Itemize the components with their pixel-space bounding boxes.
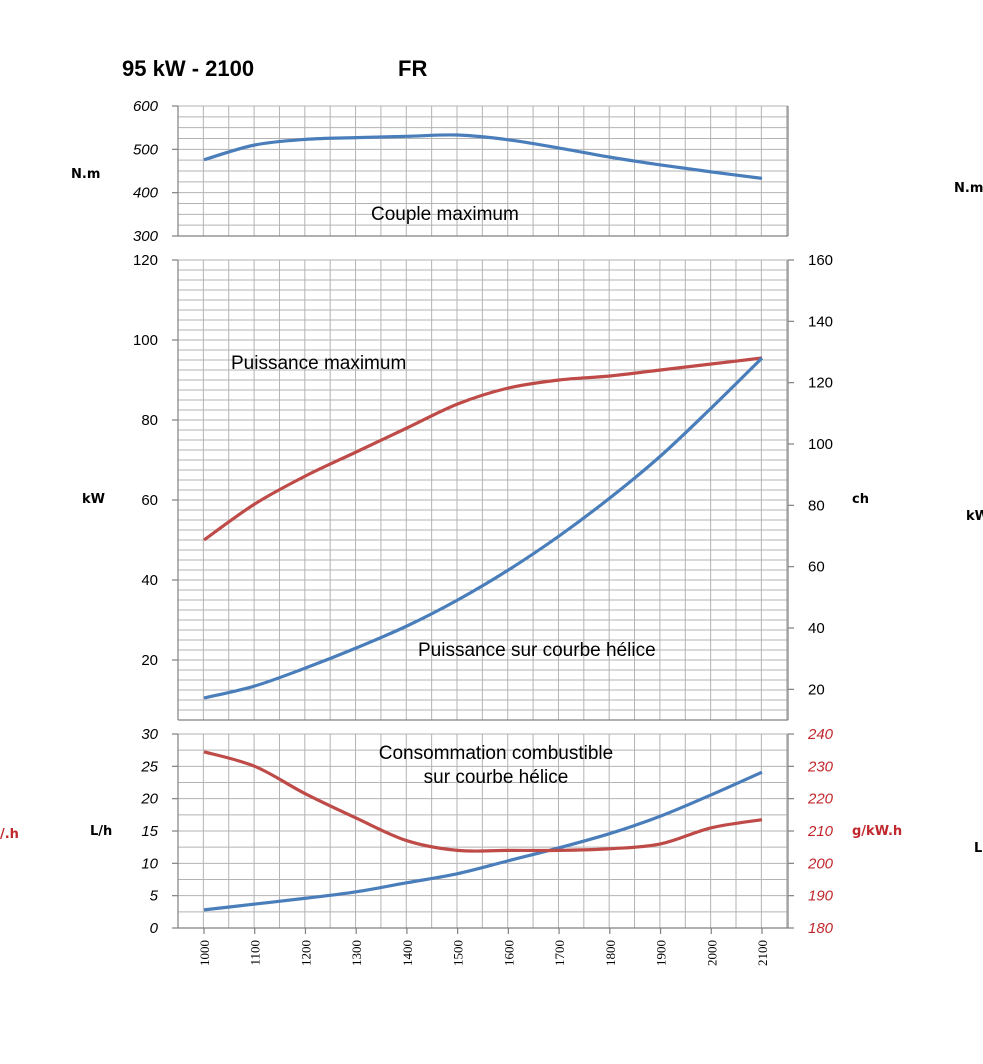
power-ylabel: kW: [82, 492, 105, 507]
power-y-tick-label: 20: [141, 652, 158, 669]
power-y2-tick-label: 100: [808, 436, 833, 453]
torque-ylabel: N.m: [71, 167, 100, 182]
consumption-y2label: g/kW.h: [852, 824, 902, 839]
torque-y-tick-label: 400: [133, 185, 159, 202]
power-y-tick-label: 40: [141, 572, 158, 589]
side-label-right-kw: kW: [966, 509, 983, 524]
power-max-annotation: Puissance maximum: [231, 353, 406, 374]
consumption-y2-tick-label: 240: [807, 726, 834, 743]
x-tick-label: 1300: [349, 940, 364, 966]
x-tick-label: 1000: [197, 940, 212, 966]
consumption-y-tick-label: 5: [150, 888, 159, 905]
consumption-y-tick-label: 30: [141, 726, 158, 743]
torque-line: [203, 133, 763, 180]
consumption-y-tick-label: 20: [140, 791, 158, 808]
power-y2label: ch: [852, 492, 869, 507]
consumption-y2-tick-label: 230: [807, 758, 834, 775]
x-tick-label: 1900: [654, 940, 669, 966]
torque-y-tick-label: 300: [133, 228, 159, 245]
power-y2-tick-label: 40: [808, 620, 825, 637]
power-y2-tick-label: 60: [808, 559, 825, 576]
side-label-right-nm: N.m: [954, 181, 983, 196]
series-layer: [203, 133, 764, 912]
power-propeller-annotation: Puissance sur courbe hélice: [418, 640, 656, 661]
consumption-lh-line: [203, 770, 763, 912]
consumption-y-tick-label: 25: [140, 758, 158, 775]
x-tick-label: 1100: [248, 940, 263, 966]
header-lang: FR: [398, 56, 427, 81]
header-power: 95 kW - 2100: [122, 56, 254, 81]
power-y2-tick-label: 160: [808, 252, 833, 269]
power-y-tick-label: 120: [133, 252, 158, 269]
consumption-y-tick-label: 15: [141, 823, 158, 840]
power-y2-tick-label: 140: [808, 313, 833, 330]
consumption-gkwh-line: [203, 750, 763, 853]
consumption-y-tick-label: 0: [150, 920, 159, 937]
power-y2-tick-label: 80: [808, 497, 825, 514]
consumption-y2-tick-label: 190: [808, 888, 834, 905]
power-y-tick-label: 100: [133, 332, 158, 349]
power-y-tick-label: 60: [141, 492, 158, 509]
consumption-annotation-line2: sur courbe hélice: [424, 767, 569, 788]
x-tick-label: 1200: [298, 940, 313, 966]
torque-annotation: Couple maximum: [371, 204, 519, 225]
power-y2-tick-label: 120: [808, 375, 833, 392]
tick-layer: 600 500 400 300 30 25 20 15 10 5 0 120 100 80 60 40 20 16…: [133, 98, 834, 966]
side-label-left-gkwh: /.h: [0, 827, 19, 842]
axis-layer: [177, 106, 789, 929]
x-tick-label: 1600: [501, 940, 516, 966]
consumption-y2-tick-label: 200: [807, 855, 834, 872]
consumption-y2-tick-label: 220: [807, 791, 834, 808]
consumption-y2-tick-label: 180: [808, 920, 834, 937]
consumption-annotation-line1: Consommation combustible: [379, 743, 613, 764]
power-max-line: [203, 356, 763, 542]
torque-y-tick-label: 500: [133, 141, 159, 158]
torque-y-tick-label: 600: [133, 98, 159, 115]
x-tick-label: 1500: [451, 940, 466, 966]
x-tick-label: 1700: [552, 940, 567, 966]
power-y2-tick-label: 20: [808, 681, 825, 698]
x-tick-label: 2000: [704, 940, 719, 966]
side-label-right-l: L: [974, 841, 982, 856]
power-y-tick-label: 80: [141, 412, 158, 429]
x-tick-label: 1400: [400, 940, 415, 966]
grid-layer: [178, 105, 788, 929]
consumption-y2-tick-label: 210: [807, 823, 834, 840]
x-tick-label: 2100: [755, 940, 770, 966]
consumption-y-tick-label: 10: [141, 855, 158, 872]
power-propeller-line: [203, 356, 764, 700]
x-tick-label: 1800: [603, 940, 618, 966]
consumption-ylabel: L/h: [90, 824, 112, 839]
